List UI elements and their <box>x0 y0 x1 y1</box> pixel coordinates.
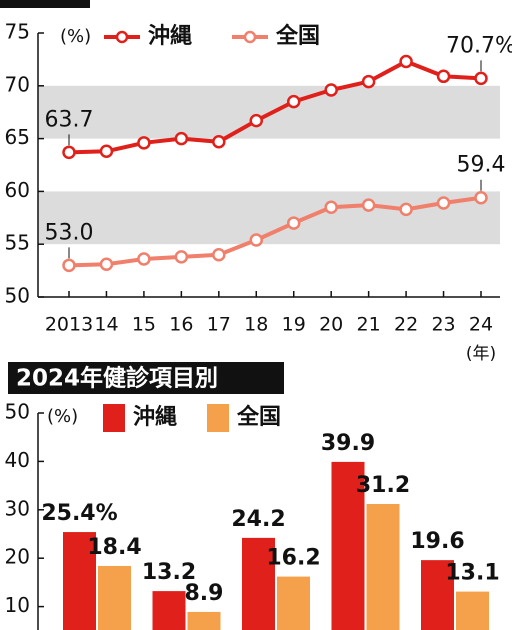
point <box>174 131 189 146</box>
value-label: 25.4% <box>41 501 117 526</box>
point <box>249 113 264 128</box>
bar <box>152 591 186 630</box>
value-label: 18.4 <box>87 535 141 560</box>
point <box>137 252 151 266</box>
bar <box>366 503 400 630</box>
point <box>324 83 338 97</box>
title-block <box>8 362 284 394</box>
point <box>99 144 114 159</box>
point <box>286 94 301 109</box>
y-tick-label: 10 <box>5 593 30 617</box>
value-label: 13.2 <box>142 560 196 585</box>
bar <box>242 537 275 630</box>
value-label: 24.2 <box>231 507 285 532</box>
bar <box>187 611 221 630</box>
x-tick-label: 23 <box>431 314 455 336</box>
x-tick-label: 16 <box>169 314 193 336</box>
x-tick-label: 22 <box>394 314 418 336</box>
legend-label: 全国 <box>275 23 320 49</box>
y-axis-label: (%) <box>60 26 91 47</box>
bar <box>331 461 365 630</box>
point <box>361 198 376 212</box>
point <box>399 202 413 217</box>
x-tick-label: 2013 <box>45 314 93 336</box>
x-axis-label: (年) <box>466 344 496 364</box>
value-label: 13.1 <box>445 561 499 586</box>
point <box>174 250 189 264</box>
legend-label: 沖縄 <box>133 405 177 430</box>
point <box>436 69 451 84</box>
point <box>324 200 338 214</box>
point <box>212 248 226 262</box>
y-tick-label: 60 <box>5 178 30 202</box>
y-tick-label: 70 <box>5 72 30 96</box>
x-tick-label: 19 <box>282 314 306 336</box>
point <box>249 233 264 247</box>
y-tick-label: 20 <box>5 545 30 569</box>
point <box>474 71 488 86</box>
bar <box>456 591 489 630</box>
point <box>137 136 151 150</box>
legend-swatch <box>103 404 125 432</box>
y-axis-label: (%) <box>47 406 78 427</box>
value-label: 39.9 <box>321 431 375 456</box>
x-tick-label: 21 <box>357 314 381 336</box>
y-tick-label: 40 <box>5 448 30 472</box>
y-tick-label: 50 <box>5 400 30 424</box>
value-label: 31.2 <box>356 473 410 498</box>
bar <box>63 532 96 630</box>
x-tick-label: 18 <box>244 314 268 336</box>
x-tick-label: 20 <box>319 314 343 336</box>
y-tick-label: 75 <box>5 20 30 44</box>
x-tick-label: 24 <box>469 314 493 336</box>
value-label: 8.9 <box>185 581 224 606</box>
value-label: 59.4 <box>457 153 506 178</box>
value-label: 70.7% <box>446 33 512 58</box>
legend-marker <box>115 30 129 44</box>
point <box>99 257 114 272</box>
point <box>399 54 413 69</box>
chart-title: 2024年健診項目別 <box>16 365 218 392</box>
value-label: 63.7 <box>45 107 94 132</box>
value-label: 19.6 <box>410 529 464 554</box>
legend-label: 全国 <box>236 404 281 430</box>
bar <box>421 560 454 630</box>
point <box>62 145 76 160</box>
x-tick-label: 14 <box>94 314 118 336</box>
point <box>361 74 376 89</box>
bar <box>277 576 310 630</box>
x-tick-label: 17 <box>207 314 231 336</box>
point <box>286 216 301 230</box>
x-tick-label: 15 <box>132 314 156 336</box>
legend-label: 沖縄 <box>148 24 192 49</box>
value-label: 16.2 <box>266 546 320 571</box>
point <box>474 190 488 205</box>
point <box>436 196 451 210</box>
point <box>62 258 76 273</box>
y-tick-label: 30 <box>5 496 30 520</box>
header-block <box>0 0 90 8</box>
point <box>212 135 226 149</box>
value-label: 53.0 <box>45 220 94 245</box>
bar <box>98 565 131 630</box>
y-tick-label: 50 <box>5 284 30 308</box>
y-tick-label: 65 <box>5 125 30 149</box>
y-tick-label: 55 <box>5 231 30 255</box>
legend-marker <box>243 30 257 44</box>
legend-swatch <box>207 404 229 432</box>
